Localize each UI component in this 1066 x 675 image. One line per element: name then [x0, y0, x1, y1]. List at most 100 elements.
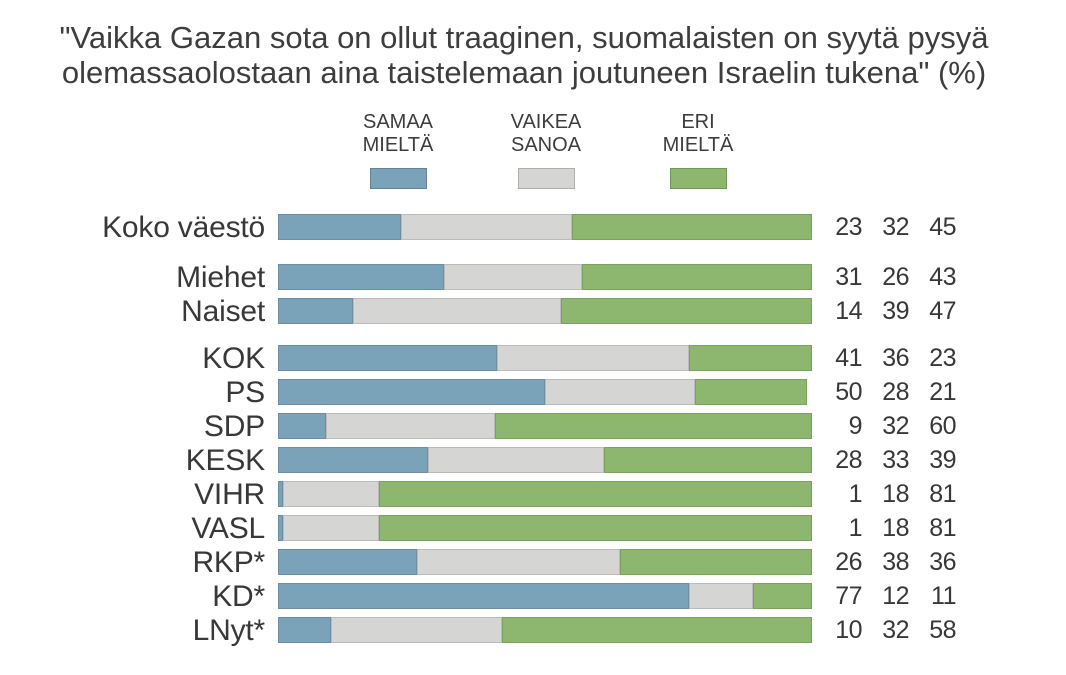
legend-label-line1: SAMAA: [362, 111, 434, 133]
category-label: VIHR: [194, 478, 265, 511]
legend-label-line1: VAIKEA: [510, 111, 582, 133]
legend-item-hard-to-say: VAIKEA SANOA: [461, 111, 631, 189]
chart-row: PS 50 28 21: [0, 376, 1066, 409]
stacked-bar: [278, 481, 812, 507]
bar-segment-agree: [278, 583, 690, 609]
stacked-bar: [278, 264, 812, 290]
chart-row: Naiset 14 39 47: [0, 295, 1066, 328]
bar-segment-hard-to-say: [352, 298, 561, 324]
bar-segment-hard-to-say: [325, 413, 495, 439]
chart-row: KD* 77 12 11: [0, 580, 1066, 613]
chart-row: SDP 9 32 60: [0, 410, 1066, 443]
category-label: LNyt*: [192, 614, 266, 647]
bar-segment-agree: [278, 413, 326, 439]
bar-segment-hard-to-say: [545, 379, 695, 405]
value-label-disagree: 81: [929, 480, 956, 508]
bar-segment-agree: [278, 617, 332, 643]
stacked-bar: [278, 345, 812, 371]
value-label-disagree: 58: [929, 616, 956, 644]
legend-label-line1: ERI: [681, 111, 715, 133]
chart-row: LNyt* 10 32 58: [0, 614, 1066, 647]
bar-segment-disagree: [571, 214, 812, 240]
chart-row: VIHR 1 18 81: [0, 478, 1066, 511]
value-label-agree: 1: [848, 480, 863, 508]
bar-segment-disagree: [753, 583, 812, 609]
value-label-disagree: 60: [929, 412, 956, 440]
stacked-bar: [278, 214, 812, 240]
legend-label: ERI MIELTÄ: [613, 111, 783, 157]
category-label: Miehet: [176, 261, 265, 294]
chart-title: "Vaikka Gazan sota on ollut traaginen, s…: [0, 20, 1048, 90]
stacked-bar: [278, 617, 812, 643]
legend-label: SAMAA MIELTÄ: [313, 111, 483, 157]
stacked-bar: [278, 379, 812, 405]
value-label-hard-to-say: 12: [882, 582, 909, 610]
legend-swatch-hard-to-say: [517, 168, 575, 189]
value-label-hard-to-say: 39: [882, 297, 909, 325]
stacked-bar: [278, 447, 812, 473]
stacked-bar: [278, 515, 812, 541]
legend-label-line2: MIELTÄ: [662, 134, 734, 156]
value-label-hard-to-say: 32: [882, 616, 909, 644]
value-label-disagree: 39: [929, 446, 956, 474]
category-label: SDP: [203, 410, 265, 443]
value-label-disagree: 11: [931, 582, 956, 610]
category-label: KOK: [202, 342, 265, 375]
category-label: RKP*: [192, 546, 265, 579]
value-label-agree: 41: [835, 344, 862, 372]
bar-segment-agree: [278, 549, 417, 575]
value-label-hard-to-say: 26: [882, 263, 909, 291]
bar-segment-disagree: [561, 298, 812, 324]
category-label: VASL: [191, 512, 265, 545]
value-label-hard-to-say: 33: [882, 446, 909, 474]
bar-segment-hard-to-say: [400, 214, 572, 240]
value-label-agree: 23: [835, 213, 862, 241]
bar-segment-agree: [278, 264, 444, 290]
chart-row: VASL 1 18 81: [0, 512, 1066, 545]
value-label-disagree: 43: [929, 263, 956, 291]
value-label-agree: 28: [835, 446, 862, 474]
value-label-disagree: 21: [929, 378, 956, 406]
bar-segment-disagree: [379, 515, 812, 541]
legend-label-line2: SANOA: [510, 134, 582, 156]
value-label-agree: 14: [835, 297, 862, 325]
bar-segment-disagree: [694, 379, 807, 405]
bar-segment-agree: [278, 481, 284, 507]
bar-segment-hard-to-say: [283, 515, 380, 541]
value-label-agree: 1: [848, 514, 863, 542]
value-label-agree: 9: [848, 412, 863, 440]
chart-title-line2: olemassaolostaan aina taistelemaan joutu…: [61, 55, 987, 90]
bar-segment-agree: [278, 379, 545, 405]
legend-item-agree: SAMAA MIELTÄ: [313, 111, 483, 189]
value-label-hard-to-say: 18: [882, 480, 909, 508]
bar-segment-hard-to-say: [416, 549, 620, 575]
bar-segment-disagree: [494, 413, 812, 439]
value-label-agree: 31: [835, 263, 862, 291]
value-label-disagree: 36: [929, 548, 956, 576]
bar-segment-hard-to-say: [443, 264, 583, 290]
chart-row: RKP* 26 38 36: [0, 546, 1066, 579]
bar-segment-disagree: [379, 481, 812, 507]
bar-segment-agree: [278, 298, 353, 324]
category-label: KD*: [212, 580, 265, 613]
legend-label-line2: MIELTÄ: [362, 134, 434, 156]
value-label-hard-to-say: 32: [882, 412, 909, 440]
value-label-agree: 50: [835, 378, 862, 406]
value-label-disagree: 47: [929, 297, 956, 325]
category-label: PS: [225, 376, 265, 409]
category-label: Koko väestö: [102, 211, 265, 244]
bar-segment-hard-to-say: [496, 345, 690, 371]
bar-segment-hard-to-say: [283, 481, 380, 507]
bar-segment-agree: [278, 447, 428, 473]
category-label: Naiset: [181, 295, 265, 328]
value-label-hard-to-say: 36: [882, 344, 909, 372]
bar-segment-agree: [278, 515, 284, 541]
chart-row: Miehet 31 26 43: [0, 261, 1066, 294]
stacked-bar: [278, 298, 812, 324]
bar-segment-disagree: [619, 549, 812, 575]
chart-row: KESK 28 33 39: [0, 446, 1066, 476]
value-label-disagree: 23: [929, 344, 956, 372]
chart-title-line1: "Vaikka Gazan sota on ollut traaginen, s…: [59, 20, 989, 55]
bar-segment-agree: [278, 345, 497, 371]
